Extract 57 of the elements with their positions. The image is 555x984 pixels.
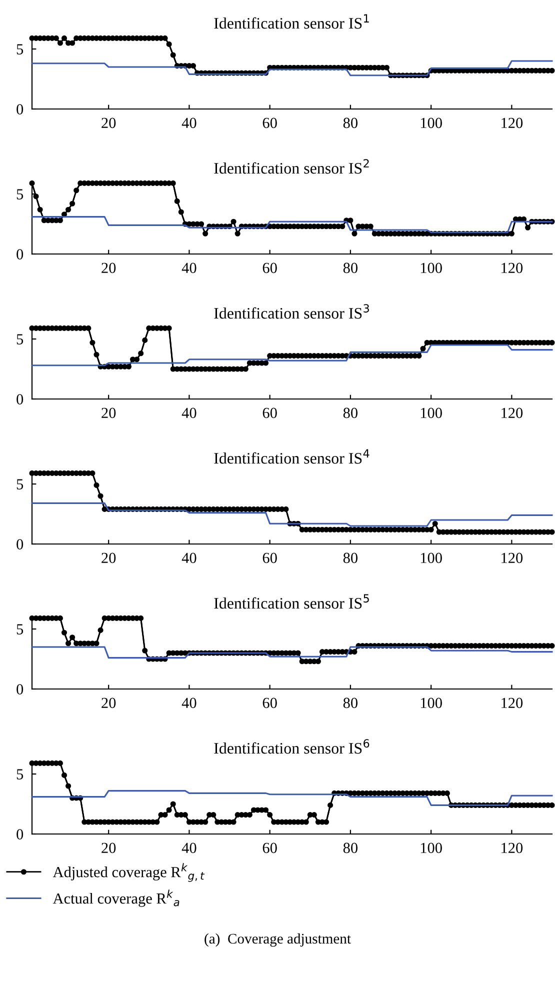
- x-tick-label: 100: [420, 842, 442, 854]
- y-tick-label: 5: [16, 479, 24, 490]
- x-tick-label: 80: [343, 408, 358, 418]
- x-tick-label: 40: [182, 262, 196, 274]
- x-tick-label: 80: [343, 698, 358, 708]
- x-tick-label: 20: [102, 698, 116, 708]
- x-tick-label: 120: [502, 408, 523, 418]
- y-tick-label: 0: [16, 394, 24, 404]
- x-tick-label: 40: [182, 842, 196, 854]
- x-tick-label: 100: [420, 408, 442, 418]
- x-tick-label: 80: [343, 552, 358, 564]
- x-tick-label: 60: [262, 262, 277, 274]
- y-tick-label: 0: [16, 684, 24, 694]
- chart-title: Identification sensor IS$^{2}$: [214, 159, 369, 174]
- x-tick-label: 120: [502, 262, 523, 274]
- y-tick-label: 5: [16, 44, 24, 54]
- y-tick-label: 5: [16, 334, 24, 344]
- x-tick-label: 60: [262, 552, 277, 564]
- x-tick-label: 20: [102, 408, 116, 418]
- x-tick-label: 80: [343, 842, 358, 854]
- chart-title: Identification sensor IS$^{4}$: [214, 449, 370, 464]
- x-tick-label: 120: [502, 552, 523, 564]
- x-tick-label: 120: [502, 698, 523, 708]
- x-tick-label: 40: [182, 552, 196, 564]
- chart-title: Identification sensor IS$^{1}$: [214, 14, 369, 29]
- x-tick-label: 100: [420, 698, 442, 708]
- y-tick-label: 0: [16, 249, 24, 260]
- x-tick-label: 100: [420, 552, 442, 564]
- x-tick-label: 40: [182, 118, 196, 128]
- chart-title: Identification sensor IS$^{6}$: [214, 739, 370, 754]
- chart-title: Identification sensor IS$^{3}$: [214, 304, 369, 319]
- legend-label: Adjusted coverage R$^{k}$$_{g,t}$: [52, 863, 205, 882]
- y-tick-label: 0: [16, 539, 24, 550]
- x-tick-label: 80: [343, 118, 358, 128]
- x-tick-label: 20: [102, 118, 116, 128]
- x-tick-label: 60: [262, 842, 277, 854]
- x-tick-label: 20: [102, 262, 116, 274]
- x-tick-label: 60: [262, 408, 277, 418]
- x-tick-label: 40: [182, 698, 196, 708]
- y-tick-label: 0: [16, 829, 24, 840]
- y-tick-label: 5: [16, 624, 24, 634]
- legend-label: Actual coverage R$^{k}$$_{a}$: [52, 890, 180, 907]
- x-tick-label: 120: [502, 118, 523, 128]
- y-tick-label: 0: [16, 104, 24, 114]
- x-tick-label: 100: [420, 262, 442, 274]
- x-tick-label: 20: [102, 842, 116, 854]
- text: (a) Coverage adjustment: [204, 933, 351, 947]
- chart-title: Identification sensor IS$^{5}$: [214, 594, 369, 609]
- x-tick-label: 60: [262, 698, 277, 708]
- x-tick-label: 40: [182, 408, 196, 418]
- x-tick-label: 100: [420, 118, 442, 128]
- x-tick-label: 120: [502, 842, 523, 854]
- y-tick-label: 5: [16, 769, 24, 780]
- x-tick-label: 60: [262, 118, 277, 128]
- x-tick-label: 80: [343, 262, 358, 274]
- x-tick-label: 20: [102, 552, 116, 564]
- y-tick-label: 5: [16, 189, 24, 200]
